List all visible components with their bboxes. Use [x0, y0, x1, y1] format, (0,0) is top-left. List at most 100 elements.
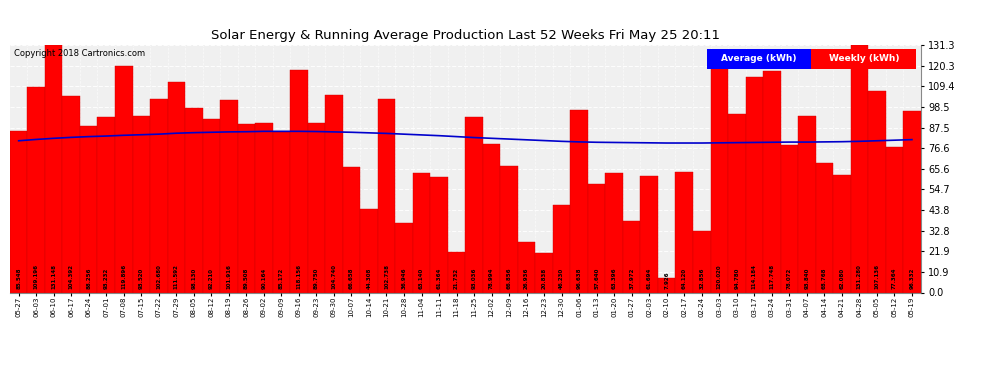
Bar: [80, 126, 97, 292]
Text: 93.840: 93.840: [804, 267, 810, 289]
Bar: [623, 221, 641, 292]
Text: Average (kWh): Average (kWh): [722, 54, 797, 63]
Bar: [133, 116, 150, 292]
Bar: [552, 206, 570, 292]
Text: 104.392: 104.392: [68, 264, 73, 289]
Bar: [28, 87, 45, 292]
Bar: [238, 124, 255, 292]
Bar: [10, 131, 28, 292]
Bar: [868, 90, 886, 292]
Bar: [675, 172, 693, 292]
Text: 64.120: 64.120: [682, 268, 687, 289]
Text: 63.140: 63.140: [419, 267, 424, 289]
Text: 93.232: 93.232: [104, 267, 109, 289]
Text: 131.148: 131.148: [51, 264, 56, 289]
Text: 78.994: 78.994: [489, 267, 494, 289]
Text: 117.748: 117.748: [769, 264, 774, 289]
Text: 102.680: 102.680: [156, 264, 161, 289]
Bar: [447, 252, 465, 292]
Bar: [763, 70, 780, 292]
Text: 7.926: 7.926: [664, 271, 669, 289]
Bar: [378, 99, 395, 292]
Bar: [886, 147, 903, 292]
Text: Copyright 2018 Cartronics.com: Copyright 2018 Cartronics.com: [15, 49, 146, 58]
Text: 89.508: 89.508: [244, 267, 248, 289]
Text: 109.196: 109.196: [34, 264, 39, 289]
Text: 78.072: 78.072: [787, 267, 792, 289]
Text: 107.136: 107.136: [874, 264, 879, 289]
Bar: [115, 66, 133, 292]
Text: 101.916: 101.916: [227, 264, 232, 289]
Text: 120.020: 120.020: [717, 264, 722, 289]
Text: 111.592: 111.592: [174, 264, 179, 289]
Text: 66.856: 66.856: [507, 267, 512, 289]
Bar: [500, 166, 518, 292]
Text: 93.036: 93.036: [471, 267, 476, 289]
Text: 90.164: 90.164: [261, 267, 266, 289]
Bar: [62, 96, 80, 292]
Bar: [203, 118, 220, 292]
Bar: [570, 110, 588, 292]
Bar: [465, 117, 483, 292]
Bar: [518, 242, 536, 292]
Text: 26.936: 26.936: [524, 267, 529, 289]
Text: 96.638: 96.638: [576, 267, 582, 289]
Text: 21.732: 21.732: [454, 268, 459, 289]
Text: 94.780: 94.780: [735, 267, 740, 289]
FancyBboxPatch shape: [707, 49, 812, 69]
Text: 66.658: 66.658: [348, 267, 354, 289]
Bar: [97, 117, 115, 292]
Bar: [185, 108, 203, 292]
Text: 104.740: 104.740: [332, 264, 337, 289]
Text: 61.694: 61.694: [646, 267, 651, 289]
Bar: [658, 278, 675, 292]
Text: 46.230: 46.230: [559, 267, 564, 289]
Text: 77.364: 77.364: [892, 267, 897, 289]
Text: 102.738: 102.738: [384, 264, 389, 289]
Bar: [606, 173, 623, 292]
Text: 32.856: 32.856: [699, 267, 704, 289]
Text: 20.838: 20.838: [542, 267, 546, 289]
Title: Solar Energy & Running Average Production Last 52 Weeks Fri May 25 20:11: Solar Energy & Running Average Productio…: [211, 30, 720, 42]
Text: 36.946: 36.946: [402, 267, 407, 289]
Text: 44.308: 44.308: [366, 267, 371, 289]
Text: 98.130: 98.130: [191, 267, 196, 289]
Text: 63.396: 63.396: [612, 267, 617, 289]
Text: 85.548: 85.548: [16, 267, 21, 289]
Text: 96.332: 96.332: [910, 267, 915, 289]
Text: 119.896: 119.896: [121, 264, 127, 289]
Bar: [167, 82, 185, 292]
Bar: [816, 163, 834, 292]
Bar: [903, 111, 921, 292]
Text: 93.520: 93.520: [139, 267, 144, 289]
Text: 131.280: 131.280: [857, 264, 862, 289]
Bar: [693, 231, 711, 292]
Text: 57.640: 57.640: [594, 267, 599, 289]
FancyBboxPatch shape: [812, 49, 916, 69]
Bar: [431, 177, 447, 292]
Bar: [780, 146, 798, 292]
Bar: [308, 123, 325, 292]
Text: Weekly (kWh): Weekly (kWh): [829, 54, 899, 63]
Bar: [850, 45, 868, 292]
Text: 61.364: 61.364: [437, 267, 442, 289]
Text: 68.768: 68.768: [822, 267, 827, 289]
Bar: [272, 132, 290, 292]
Bar: [413, 174, 431, 292]
Bar: [483, 144, 500, 292]
Bar: [290, 70, 308, 292]
Bar: [641, 176, 658, 292]
Text: 89.750: 89.750: [314, 267, 319, 289]
Text: 85.172: 85.172: [279, 267, 284, 289]
Bar: [360, 209, 378, 292]
Text: 114.184: 114.184: [751, 264, 756, 289]
Bar: [536, 253, 552, 292]
Bar: [728, 114, 745, 292]
Text: 37.972: 37.972: [630, 267, 635, 289]
Bar: [343, 167, 360, 292]
Bar: [395, 223, 413, 292]
Bar: [834, 176, 850, 292]
Bar: [255, 123, 272, 292]
Bar: [798, 116, 816, 292]
Text: 118.156: 118.156: [296, 264, 301, 289]
